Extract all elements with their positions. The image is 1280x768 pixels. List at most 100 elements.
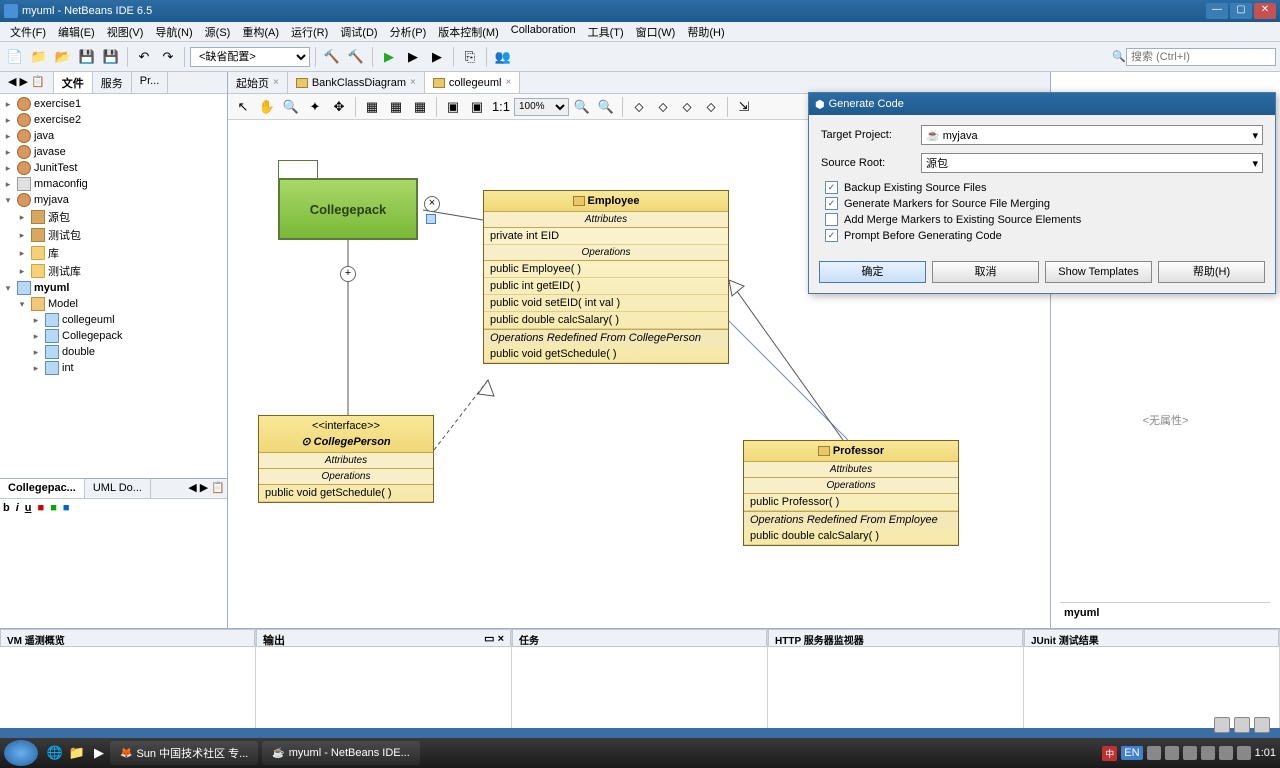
search-input[interactable] bbox=[1126, 48, 1276, 66]
panel-tab-files[interactable]: 文件 bbox=[54, 72, 93, 93]
menu-tools[interactable]: 工具(T) bbox=[582, 22, 630, 41]
minimize-button[interactable]: — bbox=[1206, 3, 1228, 19]
move-icon[interactable]: ✥ bbox=[328, 96, 350, 118]
ok-button[interactable]: 确定 bbox=[819, 261, 926, 283]
tree-item[interactable]: ▸collegeuml bbox=[2, 312, 225, 328]
add-handle-icon[interactable]: + bbox=[340, 266, 356, 282]
tree-item[interactable]: ▸java bbox=[2, 128, 225, 144]
fit-icon[interactable]: ▣ bbox=[442, 96, 464, 118]
menu-source[interactable]: 源(S) bbox=[199, 22, 237, 41]
uml-class-employee[interactable]: Employee Attributes private int EID Oper… bbox=[483, 190, 729, 364]
task-item[interactable]: 🦊 Sun 中国技术社区 专... bbox=[110, 741, 258, 765]
uml-interface-collegeperson[interactable]: <<interface>>⊙ CollegePerson Attributes … bbox=[258, 415, 434, 503]
lower-tab-umldoc[interactable]: UML Do... bbox=[85, 479, 151, 498]
open-icon[interactable]: 📂 bbox=[52, 46, 74, 68]
nav-icon[interactable]: ✦ bbox=[304, 96, 326, 118]
start-button[interactable] bbox=[4, 740, 38, 766]
tree-item[interactable]: ▸Collegepack bbox=[2, 328, 225, 344]
lang-en[interactable]: EN bbox=[1121, 746, 1142, 760]
maximize-button[interactable]: ▢ bbox=[1230, 3, 1252, 19]
menu-profile[interactable]: 分析(P) bbox=[384, 22, 433, 41]
tab-http[interactable]: HTTP 服务器监视器 bbox=[768, 629, 1023, 647]
tray-icon[interactable] bbox=[1219, 746, 1233, 760]
zoom-select[interactable]: 100% bbox=[514, 98, 569, 116]
panel-tab-1[interactable]: ◀ ▶ 📋 bbox=[0, 72, 54, 93]
lower-tab-collegepack[interactable]: Collegepac... bbox=[0, 479, 85, 498]
status-icon[interactable] bbox=[1214, 717, 1230, 733]
tray-icon[interactable] bbox=[1147, 746, 1161, 760]
target-project-select[interactable]: ☕ myjava▾ bbox=[921, 125, 1263, 145]
redo-icon[interactable]: ↷ bbox=[157, 46, 179, 68]
tab-close-icon[interactable]: × bbox=[505, 77, 511, 88]
panel-tab-prj[interactable]: Pr... bbox=[132, 72, 169, 93]
undo-icon[interactable]: ↶ bbox=[133, 46, 155, 68]
menu-collab[interactable]: Collaboration bbox=[505, 22, 582, 41]
tree-item[interactable]: ▾myuml bbox=[2, 280, 225, 296]
menu-help[interactable]: 帮助(H) bbox=[681, 22, 730, 41]
cancel-button[interactable]: 取消 bbox=[932, 261, 1039, 283]
save-icon[interactable]: 💾 bbox=[76, 46, 98, 68]
tray-icon[interactable] bbox=[1165, 746, 1179, 760]
italic-icon[interactable]: i bbox=[16, 502, 19, 514]
checkbox[interactable]: ✓ bbox=[825, 229, 838, 242]
ie-icon[interactable]: 🌐 bbox=[44, 742, 66, 764]
uml-package-collegepack[interactable]: Collegepack bbox=[278, 160, 418, 240]
tree-item[interactable]: ▸测试库 bbox=[2, 262, 225, 280]
attach-icon[interactable]: ⎘ bbox=[459, 46, 481, 68]
color1-icon[interactable]: ■ bbox=[38, 502, 45, 514]
tree-item[interactable]: ▾Model bbox=[2, 296, 225, 312]
checkbox[interactable]: ✓ bbox=[825, 181, 838, 194]
tree-item[interactable]: ▸源包 bbox=[2, 208, 225, 226]
close-handle-icon[interactable]: × bbox=[424, 196, 440, 212]
menu-debug[interactable]: 调试(D) bbox=[334, 22, 383, 41]
connector-handle[interactable] bbox=[426, 214, 436, 224]
tab-junit[interactable]: JUnit 测试结果 bbox=[1024, 629, 1279, 647]
menu-view[interactable]: 视图(V) bbox=[101, 22, 150, 41]
rel3-icon[interactable]: ⬦ bbox=[676, 96, 698, 118]
tray-icon[interactable] bbox=[1237, 746, 1251, 760]
panel-tab-services[interactable]: 服务 bbox=[93, 72, 132, 93]
menu-run[interactable]: 运行(R) bbox=[285, 22, 334, 41]
menu-edit[interactable]: 编辑(E) bbox=[52, 22, 101, 41]
ime-indicator[interactable]: 中 bbox=[1102, 746, 1117, 761]
tree-item[interactable]: ▸JunitTest bbox=[2, 160, 225, 176]
source-root-select[interactable]: 源包▾ bbox=[921, 153, 1263, 173]
menu-window[interactable]: 窗口(W) bbox=[630, 22, 682, 41]
layout2-icon[interactable]: ▦ bbox=[385, 96, 407, 118]
pan-icon[interactable]: ✋ bbox=[256, 96, 278, 118]
build-icon[interactable]: 🔨 bbox=[321, 46, 343, 68]
status-icon[interactable] bbox=[1234, 717, 1250, 733]
profile-icon[interactable]: ▶ bbox=[426, 46, 448, 68]
tab-bank[interactable]: BankClassDiagram× bbox=[288, 72, 425, 93]
tree-item[interactable]: ▸int bbox=[2, 360, 225, 376]
status-icon[interactable] bbox=[1254, 717, 1270, 733]
tree-item[interactable]: ▸库 bbox=[2, 244, 225, 262]
save-all-icon[interactable]: 💾 bbox=[100, 46, 122, 68]
tree-item[interactable]: ▸测试包 bbox=[2, 226, 225, 244]
task-item[interactable]: ☕ myuml - NetBeans IDE... bbox=[262, 741, 420, 765]
media-icon[interactable]: ▶ bbox=[88, 742, 110, 764]
config-select[interactable]: <缺省配置> bbox=[190, 47, 310, 67]
explorer-icon[interactable]: 📁 bbox=[66, 742, 88, 764]
tree-item[interactable]: ▸exercise2 bbox=[2, 112, 225, 128]
tab-close-icon[interactable]: × bbox=[273, 77, 279, 88]
menu-refactor[interactable]: 重构(A) bbox=[236, 22, 285, 41]
zoom-out-icon[interactable]: 🔍 bbox=[571, 96, 593, 118]
menu-file[interactable]: 文件(F) bbox=[4, 22, 52, 41]
tray-icon[interactable] bbox=[1201, 746, 1215, 760]
debug-icon[interactable]: ▶ bbox=[402, 46, 424, 68]
new-project-icon[interactable]: 📁 bbox=[28, 46, 50, 68]
run-icon[interactable]: ▶ bbox=[378, 46, 400, 68]
help-button[interactable]: 帮助(H) bbox=[1158, 261, 1265, 283]
menu-versioning[interactable]: 版本控制(M) bbox=[432, 22, 505, 41]
pointer-icon[interactable]: ↖ bbox=[232, 96, 254, 118]
show-templates-button[interactable]: Show Templates bbox=[1045, 261, 1152, 283]
menu-navigate[interactable]: 导航(N) bbox=[149, 22, 198, 41]
clean-build-icon[interactable]: 🔨 bbox=[345, 46, 367, 68]
project-tree[interactable]: ▸exercise1▸exercise2▸java▸javase▸JunitTe… bbox=[0, 94, 227, 478]
uml-class-professor[interactable]: Professor Attributes Operations public P… bbox=[743, 440, 959, 546]
color3-icon[interactable]: ■ bbox=[63, 502, 70, 514]
zoom-in-icon[interactable]: 🔍 bbox=[595, 96, 617, 118]
zoom-tool-icon[interactable]: 🔍 bbox=[280, 96, 302, 118]
tab-vm[interactable]: VM 遥测概览 bbox=[0, 629, 255, 647]
